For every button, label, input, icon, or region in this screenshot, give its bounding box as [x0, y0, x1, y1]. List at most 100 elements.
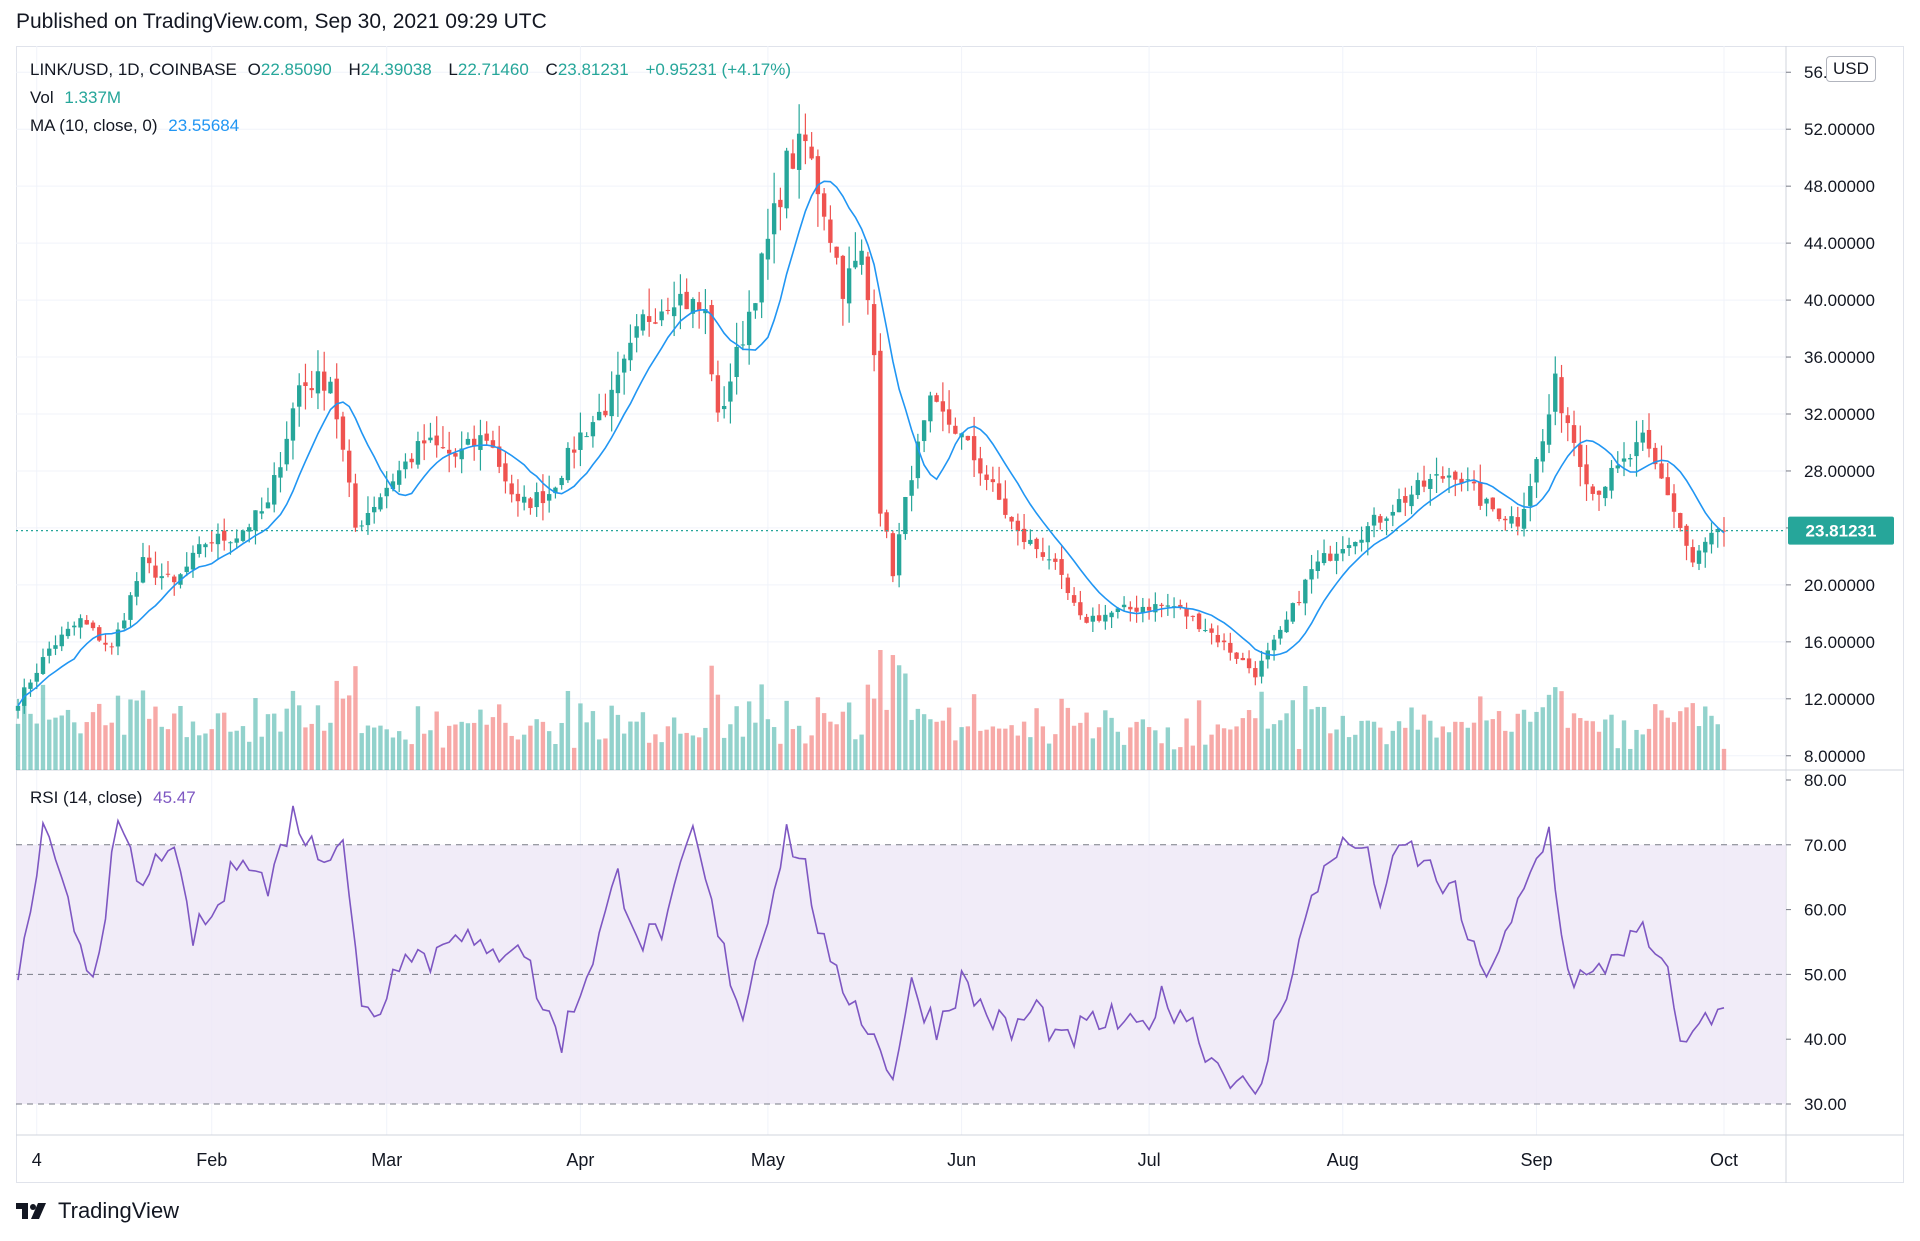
volume-bar: [1290, 700, 1296, 770]
volume-bar: [1696, 726, 1702, 770]
candle-body: [1709, 532, 1714, 545]
candle-body: [465, 438, 471, 445]
candle-body: [759, 253, 764, 303]
candle-body: [1128, 606, 1133, 610]
candle-body: [1615, 465, 1620, 469]
candle-body: [659, 311, 664, 321]
volume-bar: [1659, 710, 1664, 770]
candle-body: [1234, 652, 1239, 659]
volume-bar: [596, 739, 602, 770]
volume-bar: [653, 734, 658, 770]
volume-bar: [1359, 720, 1364, 770]
candle-body: [103, 642, 108, 645]
candle-body: [1390, 511, 1395, 516]
candle-body: [140, 557, 146, 583]
time-tick-label: Sep: [1521, 1150, 1553, 1170]
volume-bar: [222, 712, 227, 770]
currency-badge[interactable]: USD: [1826, 56, 1876, 82]
volume-bar: [40, 684, 46, 770]
volume-bar: [753, 722, 758, 770]
candle-body: [1334, 553, 1339, 561]
volume-bar: [1515, 713, 1520, 770]
volume-bar: [1146, 727, 1152, 770]
volume-bar: [1309, 709, 1314, 770]
candle-body: [290, 408, 296, 441]
volume-bar: [65, 709, 71, 770]
candle-body: [646, 316, 652, 322]
legend-rsi-label[interactable]: RSI (14, close): [30, 788, 143, 807]
candle-body: [1578, 444, 1583, 467]
candle-body: [153, 565, 158, 578]
volume-bar: [422, 733, 427, 770]
volume-bar: [365, 725, 371, 770]
candle-body: [615, 374, 621, 394]
volume-bar: [259, 736, 264, 770]
candle-body: [1396, 499, 1402, 513]
volume-bar: [1140, 719, 1146, 770]
time-tick-label: Jun: [947, 1150, 976, 1170]
candle-body: [540, 491, 546, 504]
candle-body: [721, 405, 727, 410]
volume-bar: [347, 695, 352, 770]
volume-bar: [1553, 687, 1558, 770]
volume-bar: [684, 732, 689, 770]
volume-bar: [1453, 721, 1458, 770]
volume-bar: [1721, 748, 1727, 770]
candle-body: [1484, 498, 1489, 504]
candle-body: [909, 480, 914, 496]
volume-bar: [484, 724, 489, 770]
candle-body: [446, 449, 452, 454]
volume-bar: [896, 665, 902, 770]
chart-frame[interactable]: [16, 46, 1904, 1183]
volume-bar: [1603, 719, 1608, 770]
candle-body: [1046, 559, 1052, 561]
candle-body: [297, 385, 302, 407]
volume-bar: [1134, 721, 1139, 770]
legend-ma-label[interactable]: MA (10, close, 0): [30, 116, 158, 135]
candle-body: [1053, 558, 1058, 562]
volume-bar: [803, 743, 808, 770]
candle-body: [1028, 539, 1033, 544]
candle-body: [996, 483, 1002, 500]
volume-bar: [790, 729, 796, 770]
candle-body: [634, 326, 639, 338]
volume-bar: [1065, 707, 1071, 770]
candle-body: [1559, 377, 1564, 414]
candle-body: [484, 433, 489, 441]
candle-body: [640, 314, 646, 331]
candle-body: [1178, 604, 1183, 608]
volume-bar: [565, 690, 571, 770]
candle-body: [1121, 604, 1127, 608]
volume-bar: [1578, 718, 1583, 770]
time-tick-label: 4: [32, 1150, 42, 1170]
volume-bar: [1315, 706, 1320, 770]
candle-body: [853, 260, 858, 268]
candle-body: [372, 506, 377, 513]
volume-bar: [240, 726, 246, 770]
candle-body: [1459, 478, 1464, 484]
legend-vol-label[interactable]: Vol: [30, 88, 54, 107]
legend-symbol[interactable]: LINK/USD, 1D, COINBASE: [30, 60, 237, 79]
volume-bar: [1196, 700, 1202, 770]
volume-bar: [28, 713, 33, 770]
candle-body: [990, 479, 996, 483]
candle-body: [415, 441, 421, 465]
candle-body: [1403, 496, 1408, 503]
candle-body: [878, 350, 883, 514]
time-tick-label: Mar: [371, 1150, 402, 1170]
volume-bar: [253, 698, 258, 770]
volume-bar: [1628, 748, 1633, 770]
volume-bar: [471, 722, 477, 770]
candle-body: [1290, 603, 1296, 622]
candle-body: [315, 371, 321, 394]
volume-bar: [78, 733, 83, 770]
volume-bar: [453, 724, 458, 770]
candle-body: [1609, 467, 1614, 491]
legend-low: 22.71460: [457, 60, 529, 79]
volume-bar: [1221, 728, 1227, 770]
candle-body: [309, 388, 314, 391]
footer-brand[interactable]: TradingView: [16, 1198, 179, 1224]
candle-body: [1184, 608, 1189, 617]
candle-body: [1503, 518, 1508, 521]
